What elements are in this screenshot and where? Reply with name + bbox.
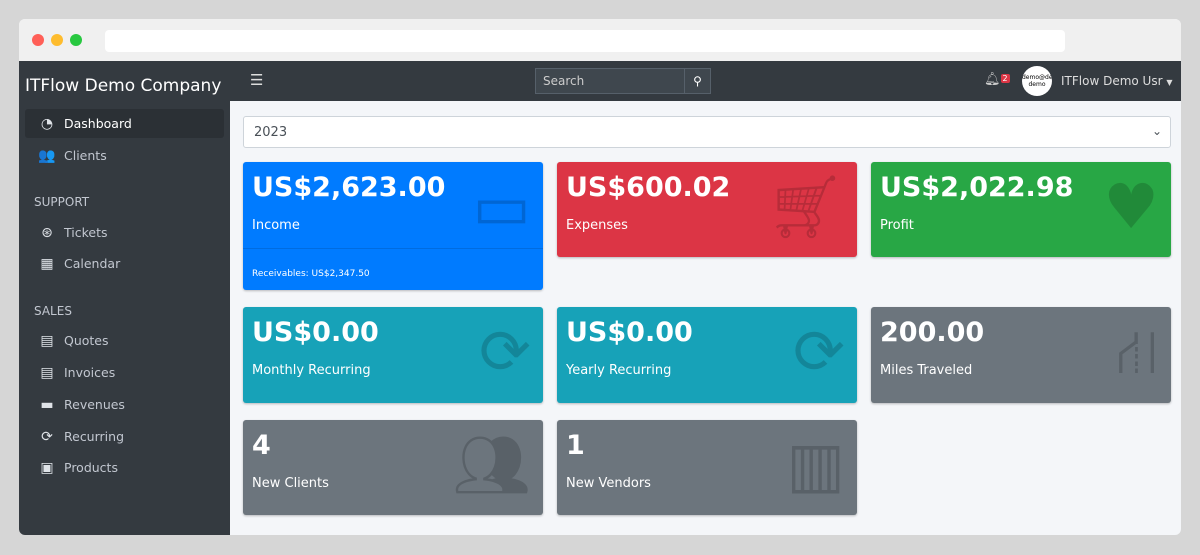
close-window-button[interactable] (32, 34, 44, 46)
sidebar-item-label: Calendar (64, 256, 121, 271)
box-icon: ▣ (40, 459, 54, 476)
card-label: Income (252, 218, 300, 233)
sync-icon: ⟳ (41, 428, 53, 445)
credit-card-icon: ▭ (472, 170, 531, 243)
year-select[interactable]: 2023 ⌄ (243, 116, 1171, 148)
browser-titlebar (19, 19, 1181, 61)
search-input[interactable] (535, 68, 685, 94)
browser-window: ITFlow Demo Company ◔ Dashboard 👥 Clients … (19, 19, 1181, 535)
menu-toggle-icon[interactable]: ☰ (250, 71, 264, 89)
sidebar-item-label: Tickets (64, 225, 108, 240)
brand-title[interactable]: ITFlow Demo Company (25, 76, 222, 96)
sidebar-item-quotes[interactable]: ▤ Quotes (25, 326, 224, 355)
chevron-down-icon: ⌄ (1151, 124, 1162, 138)
sidebar-item-label: Quotes (64, 333, 109, 348)
miles-traveled-card[interactable]: 200.00 Miles Traveled ⛙ (871, 307, 1171, 403)
notification-count: 2 (1000, 74, 1010, 83)
maximize-window-button[interactable] (70, 34, 82, 46)
sidebar-item-label: Revenues (64, 397, 125, 412)
income-card[interactable]: US$2,623.00 Income ▭ Receivables: US$2,3… (243, 162, 543, 290)
card-label: Miles Traveled (880, 363, 973, 378)
card-label: New Vendors (566, 476, 651, 491)
card-label: Monthly Recurring (252, 363, 371, 378)
topbar: ☰ ⚲ 🔔︎2 demo@demo demo ITFlow Demo Usr ▼ (230, 61, 1181, 101)
heart-icon: ♥ (1103, 170, 1159, 243)
sidebar-item-dashboard[interactable]: ◔ Dashboard (25, 109, 224, 138)
sidebar-item-revenues[interactable]: ▬ Revenues (25, 390, 224, 419)
expenses-card[interactable]: US$600.02 Expenses 🛒︎ (557, 162, 857, 257)
year-value: 2023 (254, 125, 288, 140)
card-value: US$0.00 (566, 317, 693, 348)
support-header: SUPPORT (34, 195, 90, 209)
file-icon: ▤ (40, 332, 54, 349)
address-bar[interactable] (105, 30, 1065, 52)
card-label: New Clients (252, 476, 329, 491)
sidebar-item-calendar[interactable]: ▦ Calendar (25, 249, 224, 278)
tachometer-icon: ◔ (40, 115, 54, 132)
card-value: US$2,623.00 (252, 172, 446, 203)
dashboard-main: 2023 ⌄ US$2,623.00 Income ▭ Receivables: … (230, 101, 1181, 535)
sync-icon: ⟳ (479, 315, 531, 388)
card-label: Expenses (566, 218, 628, 233)
new-vendors-card[interactable]: 1 New Vendors ▥ (557, 420, 857, 515)
route-icon: ⛙ (1115, 315, 1159, 388)
sidebar-item-label: Recurring (64, 429, 124, 444)
shopping-cart-icon: 🛒︎ (766, 170, 845, 243)
minimize-window-button[interactable] (51, 34, 63, 46)
sidebar-item-label: Clients (64, 148, 107, 163)
sidebar-item-recurring[interactable]: ⟳ Recurring (25, 422, 224, 451)
sync-icon: ⟳ (793, 315, 845, 388)
sidebar-item-label: Products (64, 460, 118, 475)
sidebar-item-label: Dashboard (64, 116, 132, 131)
sidebar-item-invoices[interactable]: ▤ Invoices (25, 358, 224, 387)
card-value: US$2,022.98 (880, 172, 1074, 203)
receivables-text: Receivables: US$2,347.50 (243, 248, 543, 290)
building-icon: ▥ (786, 428, 845, 501)
sidebar: ITFlow Demo Company ◔ Dashboard 👥 Clients … (19, 61, 230, 535)
life-ring-icon: ⊛ (41, 224, 53, 241)
search-button[interactable]: ⚲ (685, 68, 711, 94)
sidebar-item-clients[interactable]: 👥 Clients (25, 141, 224, 170)
user-name: ITFlow Demo Usr (1061, 74, 1163, 88)
invoice-icon: ▤ (40, 364, 54, 381)
monthly-recurring-card[interactable]: US$0.00 Monthly Recurring ⟳ (243, 307, 543, 403)
card-value: 1 (566, 430, 585, 461)
search-form: ⚲ (535, 68, 711, 94)
card-label: Yearly Recurring (566, 363, 672, 378)
yearly-recurring-card[interactable]: US$0.00 Yearly Recurring ⟳ (557, 307, 857, 403)
card-value: 4 (252, 430, 271, 461)
card-value: US$600.02 (566, 172, 731, 203)
users-icon: 👥 (38, 147, 56, 164)
user-menu[interactable]: ITFlow Demo Usr ▼ (1061, 74, 1173, 88)
calendar-icon: ▦ (40, 255, 54, 272)
search-icon: ⚲ (693, 74, 702, 88)
new-clients-card[interactable]: 4 New Clients 👥︎ (243, 420, 543, 515)
profit-card[interactable]: US$2,022.98 Profit ♥ (871, 162, 1171, 257)
card-label: Profit (880, 218, 914, 233)
notifications-button[interactable]: 🔔︎ 2 (984, 72, 1010, 87)
sidebar-item-label: Invoices (64, 365, 116, 380)
caret-down-icon: ▼ (1166, 78, 1173, 87)
avatar[interactable]: demo@demo demo (1022, 66, 1052, 96)
credit-card-icon: ▬ (40, 396, 54, 413)
bell-icon: 🔔︎ (984, 72, 1001, 87)
sales-header: SALES (34, 304, 72, 318)
card-value: US$0.00 (252, 317, 379, 348)
users-icon: 👥︎ (452, 428, 531, 501)
sidebar-item-tickets[interactable]: ⊛ Tickets (25, 218, 224, 247)
card-value: 200.00 (880, 317, 985, 348)
sidebar-item-products[interactable]: ▣ Products (25, 453, 224, 482)
